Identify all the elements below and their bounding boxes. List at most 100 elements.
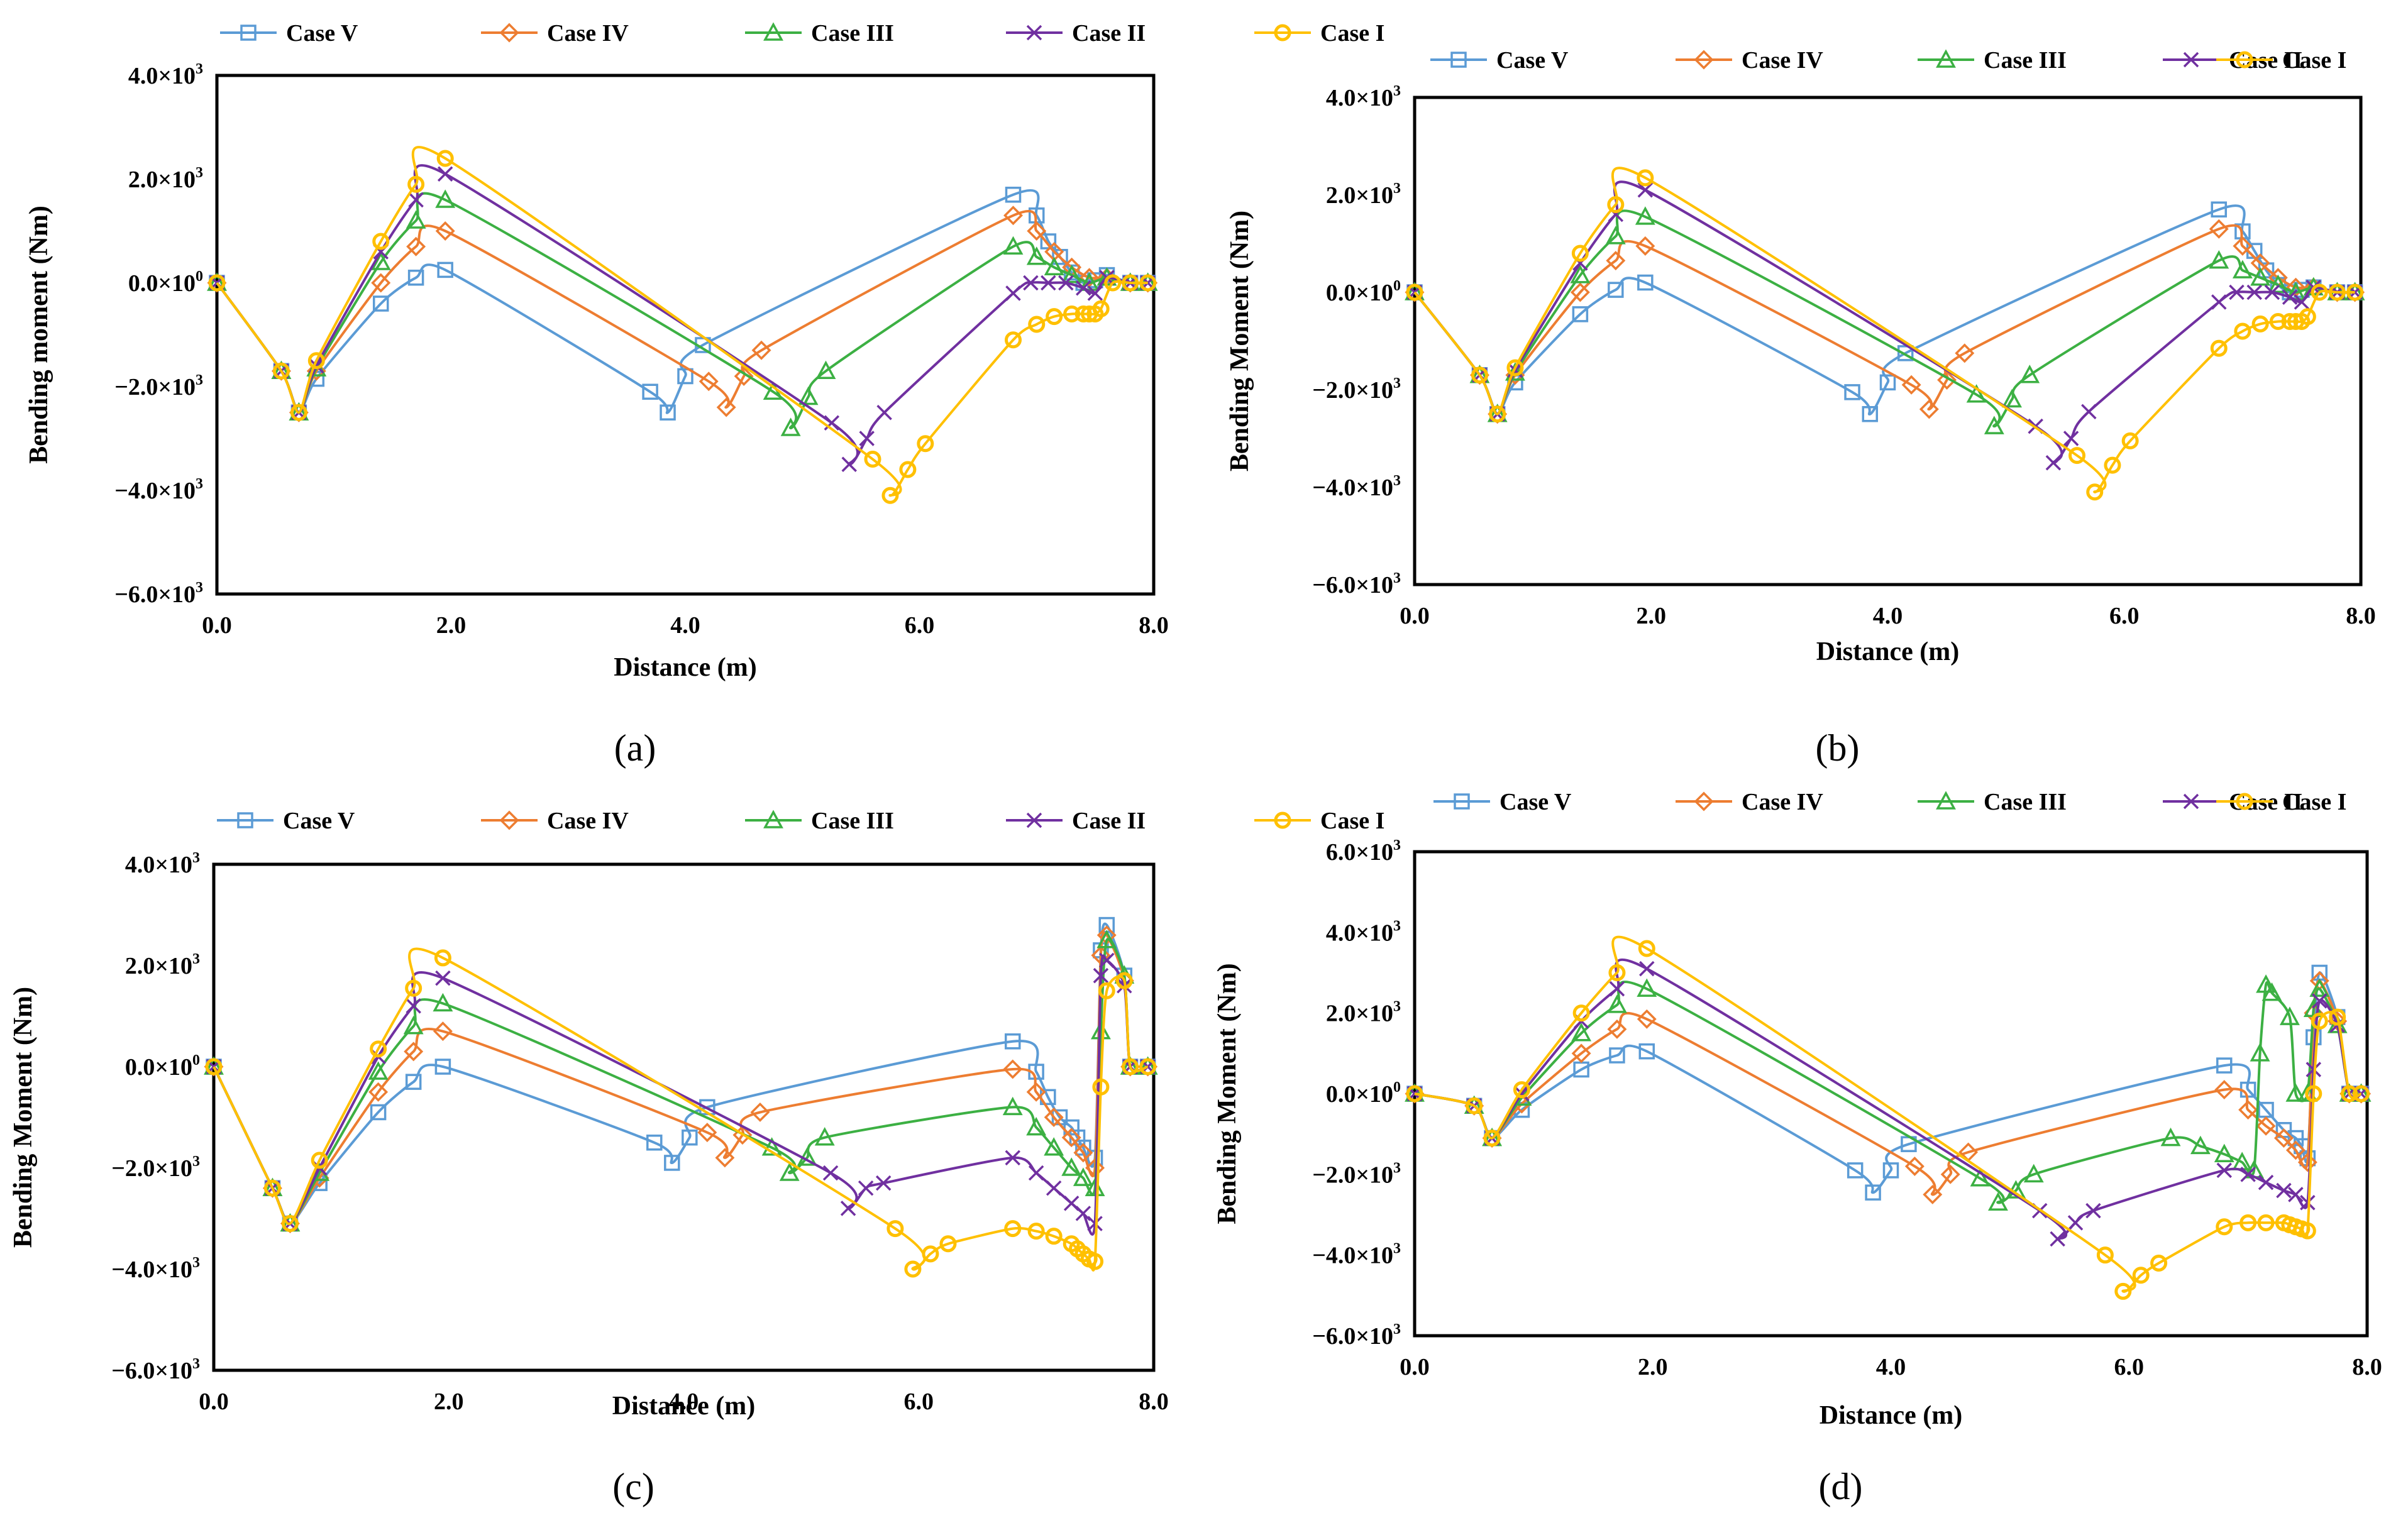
case-i-point-legend bbox=[1274, 24, 1291, 41]
case-i-point-19 bbox=[2311, 283, 2328, 301]
y-tick-exponent: 0 bbox=[196, 268, 203, 285]
legend-item-case-i[interactable]: Case I bbox=[1254, 808, 1384, 834]
case-i-point-20 bbox=[1122, 274, 1139, 292]
legend-label: Case V bbox=[1499, 789, 1572, 815]
case-iv-point-12 bbox=[2238, 1100, 2258, 1120]
y-tick-label: 4.0×103 bbox=[1326, 918, 1401, 946]
case-ii-point-13 bbox=[2246, 284, 2262, 300]
legend-item-case-iii[interactable]: Case III bbox=[1918, 789, 2067, 815]
legend-item-case-iv[interactable]: Case IV bbox=[1676, 47, 1823, 74]
legend-item-case-iv[interactable]: Case IV bbox=[481, 808, 629, 834]
y-tick-label: 0.0×100 bbox=[1326, 1079, 1401, 1108]
case-ii-point-11 bbox=[1005, 285, 1021, 301]
legend-label: Case III bbox=[811, 808, 894, 834]
case-i-point-2 bbox=[290, 404, 307, 421]
case-i-point-legend bbox=[1274, 811, 1291, 829]
legend-item-case-iii[interactable]: Case III bbox=[745, 808, 894, 834]
legend-label: Case IV bbox=[547, 20, 629, 47]
case-i-point-6 bbox=[436, 150, 454, 167]
case-i-point-9 bbox=[922, 1245, 939, 1263]
legend-item-case-iii[interactable]: Case III bbox=[1918, 47, 2067, 74]
case-v-point-7 bbox=[642, 383, 658, 400]
y-tick-label: −2.0×103 bbox=[1312, 1160, 1401, 1188]
case-i-point-19 bbox=[1104, 274, 1122, 292]
series-line-case-i bbox=[216, 146, 1148, 497]
x-tick-label: 4.0 bbox=[1876, 1354, 1906, 1380]
y-tick-label: −6.0×103 bbox=[114, 580, 203, 608]
case-ii-point-11 bbox=[2216, 1162, 2232, 1179]
case-iii-point-6 bbox=[1635, 206, 1655, 225]
case-i-point-6 bbox=[1638, 940, 1655, 957]
case-v-point-6 bbox=[437, 261, 453, 278]
legend-item-case-i[interactable]: Case I bbox=[2216, 47, 2346, 74]
legend: Case V Case IV Case III Case II Case I bbox=[220, 20, 1384, 47]
case-v-point-5 bbox=[1609, 1047, 1625, 1064]
case-iii-point-10 bbox=[2023, 1163, 2044, 1183]
x-tick-label: 6.0 bbox=[905, 612, 935, 639]
case-ii-point-10 bbox=[876, 405, 892, 421]
y-tick-mantissa: 0.0×10 bbox=[1326, 280, 1393, 306]
case-iii-point-11 bbox=[2209, 250, 2229, 269]
case-iii-point-10 bbox=[815, 360, 836, 379]
y-tick-label: 0.0×100 bbox=[128, 268, 203, 297]
case-ii-point-10 bbox=[875, 1175, 892, 1191]
legend-item-case-v[interactable]: Case V bbox=[220, 20, 358, 47]
legend-item-case-iv[interactable]: Case IV bbox=[481, 20, 629, 47]
case-ii-point-14 bbox=[1063, 1196, 1080, 1211]
case-v-point-4 bbox=[1572, 306, 1589, 322]
y-tick-exponent: 3 bbox=[1393, 180, 1401, 197]
y-tick-label: −4.0×103 bbox=[1312, 1241, 1401, 1269]
case-iii-point-17 bbox=[1090, 1020, 1111, 1040]
y-tick-exponent: 0 bbox=[1393, 278, 1401, 294]
plot-area bbox=[215, 74, 1156, 596]
case-iv-point-12 bbox=[1027, 221, 1047, 241]
x-tick-label: 8.0 bbox=[2346, 603, 2376, 629]
legend-item-case-ii[interactable]: Case II bbox=[1006, 808, 1146, 834]
legend-item-case-v[interactable]: Case V bbox=[1433, 789, 1572, 815]
case-i-point-12 bbox=[2240, 1214, 2257, 1231]
y-tick-label: −4.0×103 bbox=[1312, 473, 1401, 501]
legend-item-case-v[interactable]: Case V bbox=[217, 808, 355, 834]
plot-area bbox=[1413, 96, 2363, 586]
case-iii-point-8 bbox=[1984, 415, 2004, 434]
legend-item-case-ii[interactable]: Case II bbox=[1006, 20, 1146, 47]
case-i-point-13 bbox=[2257, 1214, 2275, 1231]
case-iii-point-13 bbox=[2250, 267, 2271, 286]
case-ii-point-legend bbox=[1026, 25, 1042, 41]
case-iii-point-4 bbox=[370, 251, 391, 270]
case-iii-point-11 bbox=[2160, 1127, 2181, 1147]
legend-item-case-i[interactable]: Case I bbox=[1254, 20, 1384, 47]
case-i-point-7 bbox=[864, 451, 881, 468]
case-v-point-7 bbox=[646, 1135, 663, 1151]
case-iv-point-16 bbox=[2297, 1152, 2317, 1172]
y-axis-label: Bending Moment (Nm) bbox=[9, 987, 38, 1248]
case-iii-point-4 bbox=[1570, 265, 1591, 283]
y-tick-exponent: 3 bbox=[1393, 837, 1401, 854]
case-i-point-6 bbox=[1637, 169, 1654, 187]
case-iv-point-8 bbox=[716, 397, 736, 417]
case-ii-point-15 bbox=[1076, 280, 1091, 296]
case-iii-point-15 bbox=[1073, 1167, 1093, 1186]
y-tick-exponent: 3 bbox=[196, 165, 203, 181]
case-i-point-0 bbox=[205, 1058, 223, 1075]
case-i-point-22 bbox=[1122, 1058, 1139, 1075]
y-tick-label: −6.0×103 bbox=[1312, 1321, 1401, 1350]
case-v-point-7 bbox=[1847, 1162, 1864, 1179]
x-tick-label: 2.0 bbox=[1637, 603, 1667, 629]
legend-item-case-i[interactable]: Case I bbox=[2216, 789, 2346, 815]
case-iv-point-5 bbox=[406, 236, 426, 256]
case-ii-point-16 bbox=[1087, 1216, 1103, 1231]
case-iv-point-8 bbox=[715, 1148, 735, 1168]
legend-item-case-v[interactable]: Case V bbox=[1430, 47, 1569, 74]
case-v-point-9 bbox=[677, 368, 693, 385]
legend-item-case-iii[interactable]: Case III bbox=[745, 20, 894, 47]
case-i-point-4 bbox=[1571, 245, 1589, 262]
case-v-point-5 bbox=[407, 270, 424, 286]
case-iii-point-11 bbox=[1002, 1096, 1023, 1116]
case-iii-point-18 bbox=[1096, 930, 1117, 949]
legend-item-case-iv[interactable]: Case IV bbox=[1676, 789, 1823, 815]
y-tick-exponent: 3 bbox=[192, 850, 200, 866]
case-v-point-9 bbox=[1879, 374, 1896, 391]
